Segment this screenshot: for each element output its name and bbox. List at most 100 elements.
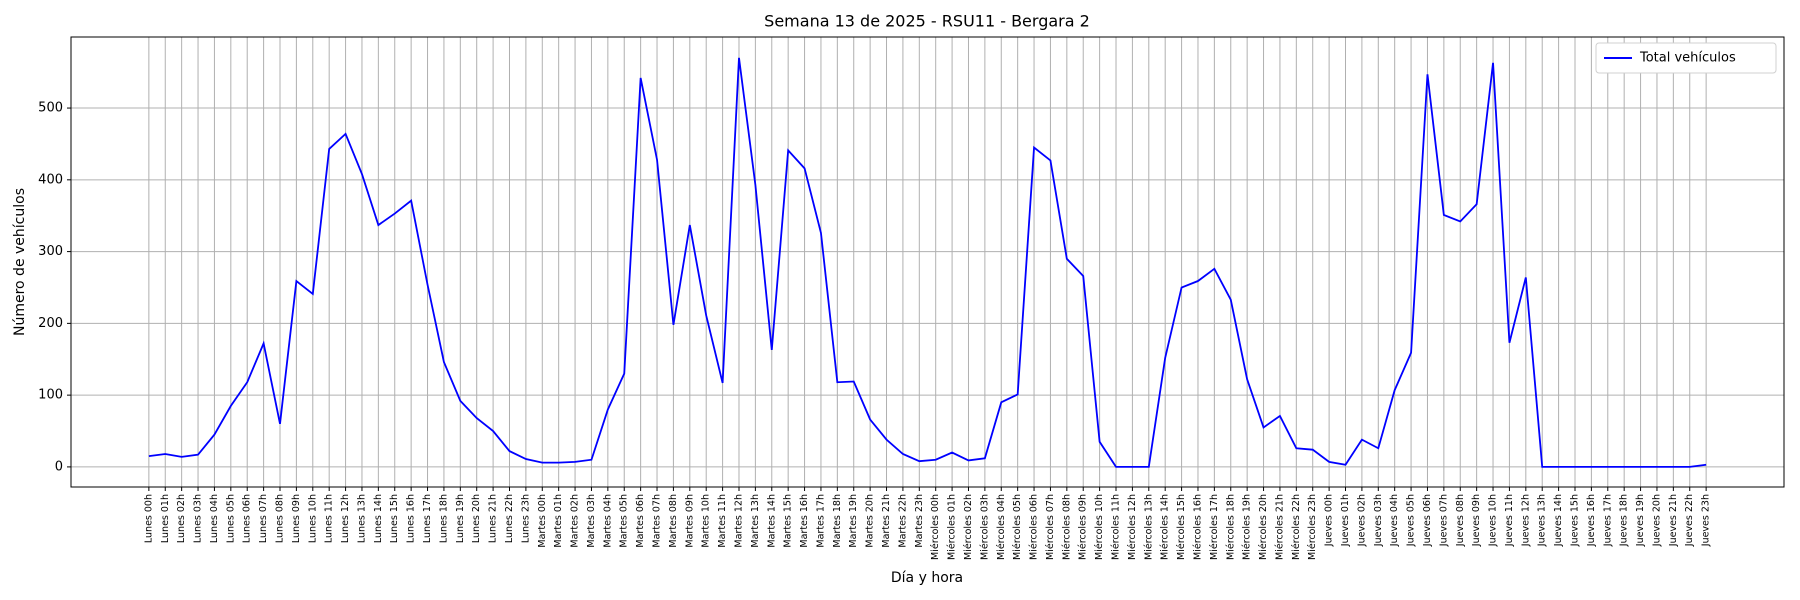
legend-box <box>1595 42 1777 74</box>
legend-label: Total vehículos <box>1639 51 1736 66</box>
x-tick-label: Martes 22h <box>897 494 908 548</box>
x-tick-label: Jueves 13h <box>1537 494 1548 547</box>
x-tick-label: Jueves 15h <box>1569 494 1580 547</box>
x-tick-label: Jueves 18h <box>1619 494 1630 547</box>
x-tick-label: Miércoles 04h <box>996 494 1007 560</box>
y-tick-label: 300 <box>38 244 63 259</box>
x-tick-label: Martes 06h <box>635 494 646 548</box>
y-tick-label: 100 <box>38 388 63 403</box>
x-tick-label: Jueves 06h <box>1422 494 1433 547</box>
x-tick-label: Martes 02h <box>570 494 581 548</box>
x-tick-label: Lunes 06h <box>242 494 253 543</box>
x-tick-label: Jueves 17h <box>1602 494 1613 547</box>
x-tick-label: Lunes 03h <box>193 494 204 543</box>
x-tick-label: Martes 21h <box>881 494 892 548</box>
y-axis-label: Número de vehículos <box>12 188 28 336</box>
x-tick-label: Miércoles 18h <box>1225 494 1236 560</box>
x-tick-label: Miércoles 13h <box>1143 494 1154 560</box>
x-tick-label: Martes 11h <box>717 494 728 548</box>
x-tick-label: Martes 07h <box>652 494 663 548</box>
x-tick-label: Martes 17h <box>815 494 826 548</box>
x-tick-label: Jueves 16h <box>1586 494 1597 547</box>
x-tick-label: Lunes 07h <box>258 494 269 543</box>
x-tick-label: Jueves 14h <box>1553 494 1564 547</box>
x-tick-label: Lunes 02h <box>176 494 187 543</box>
x-tick-label: Martes 16h <box>799 494 810 548</box>
x-tick-label: Miércoles 20h <box>1258 494 1269 560</box>
x-tick-label: Jueves 00h <box>1324 494 1335 547</box>
x-tick-label: Miércoles 02h <box>963 494 974 560</box>
x-tick-label: Jueves 08h <box>1455 494 1466 547</box>
y-tick-label: 0 <box>55 459 63 474</box>
x-tick-label: Miércoles 05h <box>1012 494 1023 560</box>
x-tick-label: Jueves 11h <box>1504 494 1515 547</box>
x-tick-label: Lunes 05h <box>225 494 236 543</box>
x-tick-label: Lunes 10h <box>307 494 318 543</box>
x-tick-label: Martes 20h <box>865 494 876 548</box>
x-tick-label: Lunes 21h <box>488 494 499 543</box>
x-tick-label: Lunes 16h <box>406 494 417 543</box>
x-tick-label: Martes 14h <box>766 494 777 548</box>
x-tick-label: Lunes 14h <box>373 494 384 543</box>
x-tick-label: Miércoles 06h <box>1029 494 1040 560</box>
legend: Total vehículos <box>1595 42 1777 74</box>
x-tick-label: Martes 05h <box>619 494 630 548</box>
y-tick-label: 400 <box>38 172 63 187</box>
x-tick-label: Jueves 21h <box>1668 494 1679 547</box>
x-tick-label: Lunes 11h <box>324 494 335 543</box>
x-tick-label: Miércoles 09h <box>1078 494 1089 560</box>
x-tick-label: Jueves 23h <box>1701 494 1712 547</box>
x-tick-label: Martes 01h <box>553 494 564 548</box>
x-tick-label: Lunes 15h <box>389 494 400 543</box>
x-tick-label: Miércoles 12h <box>1127 494 1138 560</box>
x-tick-label: Lunes 09h <box>291 494 302 543</box>
x-tick-label: Martes 08h <box>668 494 679 548</box>
x-tick-label: Miércoles 23h <box>1307 494 1318 560</box>
x-tick-label: Miércoles 14h <box>1160 494 1171 560</box>
x-tick-label: Jueves 07h <box>1438 494 1449 547</box>
x-tick-label: Miércoles 07h <box>1045 494 1056 560</box>
x-tick-label: Martes 23h <box>914 494 925 548</box>
x-tick-label: Lunes 17h <box>422 494 433 543</box>
x-tick-label: Miércoles 19h <box>1242 494 1253 560</box>
x-tick-label: Martes 10h <box>701 494 712 548</box>
x-tick-label: Jueves 09h <box>1471 494 1482 547</box>
x-tick-label: Martes 09h <box>684 494 695 548</box>
x-tick-label: Lunes 12h <box>340 494 351 543</box>
x-tick-label: Jueves 02h <box>1356 494 1367 547</box>
x-tick-label: Martes 12h <box>733 494 744 548</box>
x-axis-label: Día y hora <box>891 570 963 586</box>
x-tick-label: Miércoles 22h <box>1291 494 1302 560</box>
x-tick-label: Miércoles 03h <box>979 494 990 560</box>
x-tick-label: Miércoles 11h <box>1111 494 1122 560</box>
x-tick-label: Martes 00h <box>537 494 548 548</box>
x-tick-label: Miércoles 00h <box>930 494 941 560</box>
x-tick-label: Lunes 01h <box>160 494 171 543</box>
x-tick-label: Martes 13h <box>750 494 761 548</box>
x-tick-label: Lunes 23h <box>520 494 531 543</box>
x-tick-label: Martes 18h <box>832 494 843 548</box>
x-tick-label: Miércoles 16h <box>1192 494 1203 560</box>
x-tick-label: Jueves 03h <box>1373 494 1384 547</box>
y-tick-label: 200 <box>38 316 63 331</box>
x-tick-label: Miércoles 15h <box>1176 494 1187 560</box>
x-tick-label: Martes 15h <box>783 494 794 548</box>
x-tick-label: Martes 04h <box>602 494 613 548</box>
x-tick-label: Jueves 19h <box>1635 494 1646 547</box>
x-tick-label: Jueves 22h <box>1684 494 1695 547</box>
x-tick-label: Lunes 20h <box>471 494 482 543</box>
x-tick-label: Martes 03h <box>586 494 597 548</box>
x-tick-label: Lunes 22h <box>504 494 515 543</box>
x-tick-label: Miércoles 21h <box>1274 494 1285 560</box>
x-tick-label: Jueves 20h <box>1651 494 1662 547</box>
x-tick-label: Miércoles 01h <box>947 494 958 560</box>
x-tick-label: Jueves 10h <box>1488 494 1499 547</box>
x-tick-label: Lunes 08h <box>275 494 286 543</box>
data-line <box>148 57 1707 468</box>
x-tick-label: Lunes 00h <box>143 494 154 543</box>
x-tick-label: Jueves 01h <box>1340 494 1351 547</box>
x-tick-label: Lunes 19h <box>455 494 466 543</box>
x-tick-label: Miércoles 08h <box>1061 494 1072 560</box>
